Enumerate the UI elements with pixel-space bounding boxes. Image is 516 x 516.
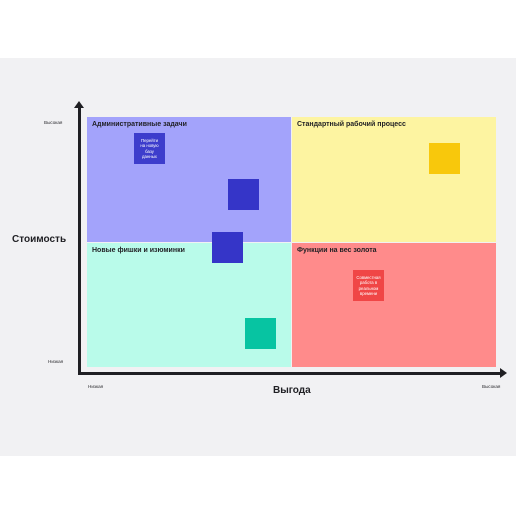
sticky-note-realtime-collaboration[interactable]: Совместная работа в реальном времени [353,270,384,301]
quadrant-title: Новые фишки и изюминки [92,247,185,254]
quadrant-title: Функции на вес золота [297,247,377,254]
quadrant-title: Стандартный рабочий процесс [297,121,406,128]
quadrant-administrative-tasks: Административные задачи [87,117,291,242]
quadrant-title: Административные задачи [92,121,187,128]
sticky-note-migrate-database[interactable]: Перейти на новую базу данных [134,133,165,164]
x-axis-high-label: Высокая [482,384,501,389]
y-axis-high-label: Высокая [44,120,63,125]
y-axis-line [78,107,81,375]
y-axis-low-label: Низкая [48,359,64,364]
y-axis-arrow [74,101,84,108]
x-axis-line [78,372,502,375]
quadrant-golden-features: Функции на вес золота [292,243,496,367]
sticky-note-yellow[interactable] [429,143,460,174]
x-axis-low-label: Низкая [88,384,104,389]
sticky-note-teal[interactable] [245,318,276,349]
sticky-note-blue[interactable] [228,179,259,210]
sticky-note-blue[interactable] [212,232,243,263]
quadrant-standard-workflow: Стандартный рабочий процесс [292,117,496,242]
y-axis-title: Стоимость [12,234,67,245]
x-axis-arrow [500,368,507,378]
x-axis-title: Выгода [273,385,311,396]
